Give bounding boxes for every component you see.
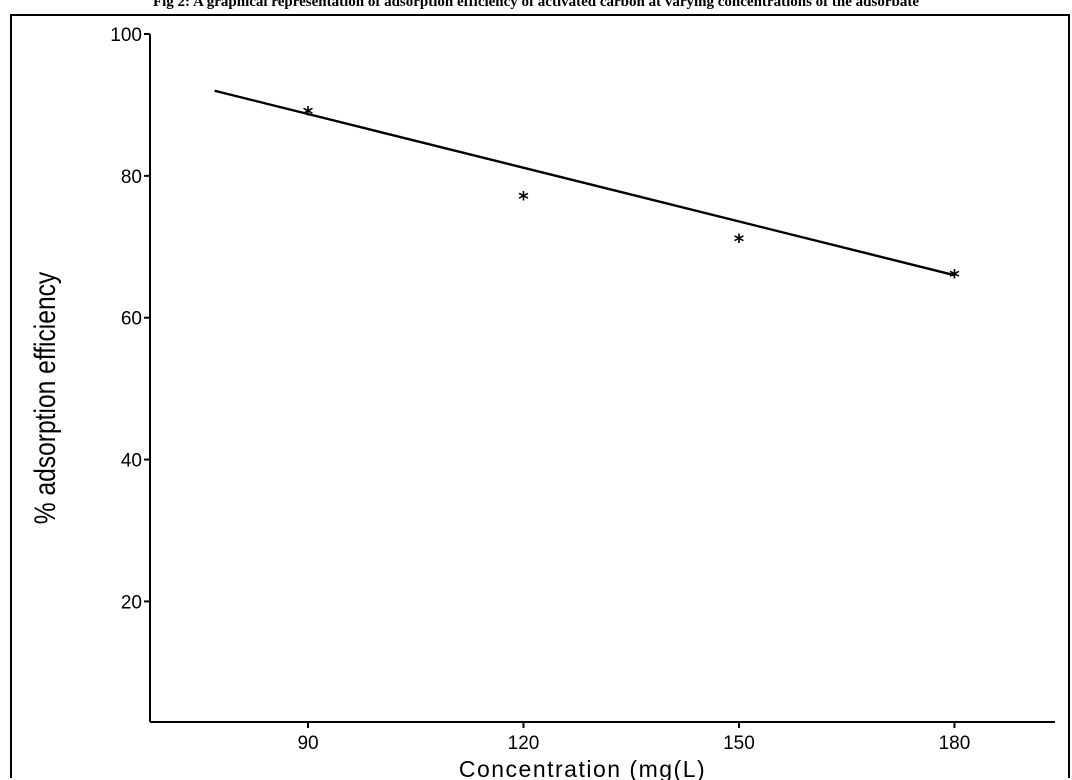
x-tick-label: 120 — [508, 733, 540, 754]
figure-frame — [10, 14, 1070, 778]
data-point: * — [949, 265, 960, 289]
y-tick-label: 80 — [121, 167, 142, 188]
data-point: * — [518, 187, 529, 211]
y-tick-label: 20 — [121, 592, 142, 613]
x-ticks: 90 120 150 180 — [297, 722, 970, 754]
data-point: * — [734, 230, 745, 254]
y-tick-label: 100 — [110, 25, 142, 46]
x-axis-label: Concentration (mg(L) — [459, 756, 706, 780]
data-points: * * * * — [303, 102, 960, 289]
y-ticks: 20 40 60 80 100 — [110, 25, 150, 613]
y-tick-label: 60 — [121, 309, 142, 330]
figure-caption: Fig 2: A graphical representation of ads… — [152, 0, 920, 10]
trendline-group — [214, 89, 955, 277]
x-tick-label: 90 — [297, 733, 318, 754]
y-axis-label: % adsorption efficiency — [28, 272, 62, 525]
axes — [149, 34, 1055, 723]
x-tick-label: 180 — [939, 733, 971, 754]
data-point: * — [303, 102, 314, 126]
y-tick-label: 40 — [121, 451, 142, 472]
trendline — [214, 89, 955, 277]
x-tick-label: 150 — [723, 733, 755, 754]
